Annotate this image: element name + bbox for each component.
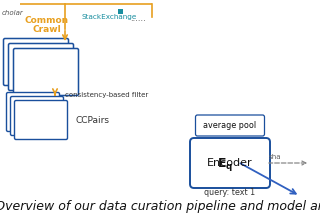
Text: Common
Crawl: Common Crawl [25, 16, 69, 34]
Text: cholar: cholar [2, 10, 24, 16]
Text: $\mathbf{E_q}$: $\mathbf{E_q}$ [217, 156, 233, 173]
FancyBboxPatch shape [118, 9, 123, 14]
FancyBboxPatch shape [14, 101, 68, 140]
Text: 1: Overview of our data curation pipeline and model archi: 1: Overview of our data curation pipelin… [0, 200, 320, 213]
FancyBboxPatch shape [11, 97, 63, 135]
Text: sha: sha [269, 154, 282, 160]
Text: average pool: average pool [204, 121, 257, 130]
Text: consistency-based filter: consistency-based filter [65, 92, 148, 98]
FancyBboxPatch shape [190, 138, 270, 188]
FancyBboxPatch shape [4, 39, 68, 86]
FancyBboxPatch shape [6, 92, 60, 131]
FancyBboxPatch shape [13, 49, 78, 95]
Text: Encoder: Encoder [207, 158, 253, 168]
Text: CCPairs: CCPairs [75, 116, 109, 125]
FancyBboxPatch shape [196, 115, 265, 136]
Text: query: text 1: query: text 1 [204, 188, 256, 197]
Text: StackExchange: StackExchange [82, 14, 137, 20]
FancyBboxPatch shape [9, 43, 74, 91]
Text: ......: ...... [130, 14, 146, 23]
